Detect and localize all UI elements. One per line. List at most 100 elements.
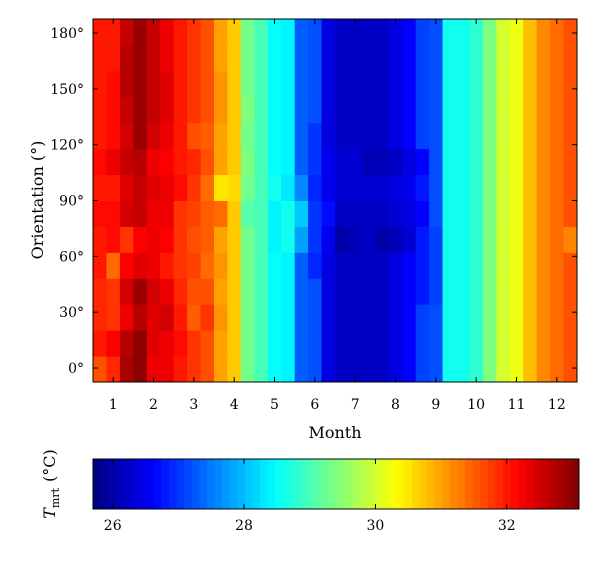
colorbar-segment [541, 459, 550, 509]
y-tick-label: 150° [50, 82, 84, 98]
colorbar-segment [298, 459, 307, 509]
heatmap-cell [106, 19, 121, 46]
heatmap-cell [93, 44, 107, 72]
heatmap-cell [294, 252, 309, 279]
heatmap-cell [146, 200, 161, 227]
heatmap-cell [456, 70, 470, 98]
heatmap-cell [536, 19, 551, 46]
heatmap-cell [294, 122, 309, 150]
heatmap-cell [456, 356, 470, 383]
heatmap-cell [173, 44, 188, 72]
heatmap-cell [442, 70, 457, 98]
heatmap-cell [106, 122, 121, 150]
heatmap-cell [348, 174, 363, 201]
heatmap-cell [456, 148, 470, 176]
heatmap-cell [173, 148, 188, 176]
colorbar-segment [153, 459, 162, 509]
heatmap-cell [214, 44, 228, 72]
colorbar-segment [305, 459, 314, 509]
heatmap-cell [429, 70, 444, 98]
heatmap-cell [106, 278, 121, 305]
heatmap-cell [415, 44, 430, 72]
x-tick-label: 6 [310, 397, 319, 413]
heatmap-cell [469, 19, 484, 46]
heatmap-cell [361, 200, 376, 227]
heatmap-cell [388, 148, 403, 176]
heatmap-cell [173, 70, 188, 98]
heatmap-cell [348, 330, 363, 357]
colorbar-segment [389, 459, 398, 509]
heatmap-cells [93, 19, 578, 383]
heatmap-cell [254, 70, 269, 98]
heatmap-cell [321, 19, 336, 46]
heatmap-cell [361, 252, 376, 279]
heatmap-cell [375, 44, 390, 72]
heatmap-cell [294, 304, 309, 331]
heatmap-cell [523, 19, 538, 46]
heatmap-cell [133, 148, 148, 176]
heatmap-cell [146, 96, 161, 124]
heatmap-cell [536, 278, 551, 305]
heatmap-cell [93, 96, 107, 124]
heatmap-cell [200, 19, 215, 46]
heatmap-cell [119, 44, 134, 72]
heatmap-cell [456, 19, 470, 46]
heatmap-cell [254, 96, 269, 124]
heatmap-cell [214, 96, 228, 124]
heatmap-cell [133, 200, 148, 227]
heatmap-cell [402, 356, 417, 383]
heatmap-cell [146, 226, 161, 253]
heatmap-cell [375, 226, 390, 253]
heatmap-cell [308, 252, 323, 279]
heatmap-cell [482, 70, 497, 98]
heatmap-cell [119, 148, 134, 176]
heatmap-cell [240, 304, 255, 331]
heatmap-cell [335, 96, 349, 124]
heatmap-cell [348, 96, 363, 124]
colorbar-segment [275, 459, 284, 509]
heatmap-cell [523, 252, 538, 279]
heatmap-cell [469, 70, 484, 98]
heatmap-cell [402, 200, 417, 227]
heatmap-cell [200, 356, 215, 383]
colorbar-segment [503, 459, 512, 509]
heatmap-cell [173, 19, 188, 46]
heatmap-cell [254, 330, 269, 357]
heatmap-cell [200, 278, 215, 305]
heatmap-cell [335, 44, 349, 72]
heatmap-cell [509, 44, 524, 72]
heatmap-cell [442, 19, 457, 46]
heatmap-cell [227, 200, 242, 227]
heatmap-cell [442, 226, 457, 253]
heatmap-cell [496, 19, 511, 46]
heatmap-cell [227, 96, 242, 124]
heatmap-cell [402, 122, 417, 150]
heatmap-cell [536, 356, 551, 383]
x-tick-label: 3 [189, 397, 198, 413]
heatmap-cell [456, 278, 470, 305]
heatmap-cell [509, 122, 524, 150]
heatmap-cell [348, 304, 363, 331]
heatmap-cell [335, 226, 349, 253]
heatmap-cell [496, 330, 511, 357]
heatmap-cell [214, 330, 228, 357]
heatmap-cell [429, 174, 444, 201]
heatmap-cell [429, 19, 444, 46]
heatmap-cell [375, 96, 390, 124]
heatmap-cell [536, 44, 551, 72]
x-axis-ticks: 1 2 3 4 5 6 7 8 9 10 11 12 [109, 19, 566, 413]
heatmap-cell [563, 148, 578, 176]
heatmap-cell [146, 174, 161, 201]
heatmap-cell [227, 304, 242, 331]
heatmap-cell [173, 330, 188, 357]
heatmap-cell [173, 278, 188, 305]
y-tick-label: 90° [59, 194, 84, 210]
heatmap-cell [133, 174, 148, 201]
heatmap-cell [509, 19, 524, 46]
heatmap-cell [106, 304, 121, 331]
heatmap-cell [146, 252, 161, 279]
heatmap-cell [267, 19, 282, 46]
heatmap-cell [523, 148, 538, 176]
heatmap-cell [308, 200, 323, 227]
heatmap-cell [200, 226, 215, 253]
